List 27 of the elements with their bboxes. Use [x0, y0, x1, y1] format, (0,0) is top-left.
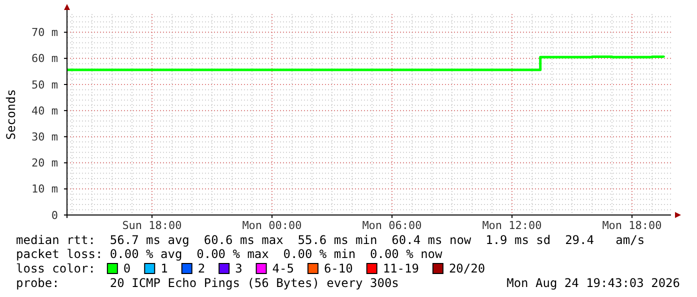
y-tick-label: 30 m: [32, 130, 58, 144]
y-tick-label: 60 m: [32, 52, 58, 66]
x-tick-label: Mon 00:00: [242, 219, 302, 232]
y-axis-title: Seconds: [4, 89, 18, 140]
y-tick-label: 50 m: [32, 78, 58, 92]
x-tick-label: Mon 18:00: [602, 219, 662, 232]
y-tick-label: 70 m: [32, 26, 58, 40]
x-tick-label: Mon 12:00: [482, 219, 542, 232]
legend-label: 2: [198, 262, 206, 276]
x-tick-label: Mon 06:00: [362, 219, 422, 232]
legend-label: 6-10: [324, 262, 353, 276]
legend-label: 11-19: [382, 262, 419, 276]
text: median rtt: 56.7 ms avg 60.6 ms max 55.6 ms min 60.4 ms now 1.9 ms sd 29.4 am/s: [16, 233, 645, 247]
legend-label: 1: [160, 262, 168, 276]
text: probe: 20 ICMP Echo Pings (56 Bytes) every 300s: [16, 276, 399, 290]
y-tick-label: 10 m: [32, 182, 58, 196]
text: Mon Aug 24 19:43:03 2026: [506, 276, 680, 290]
y-tick-label: 0: [51, 208, 58, 222]
y-tick-label: 20 m: [32, 156, 58, 170]
legend-title: loss color:: [16, 262, 96, 276]
legend-label: 4-5: [272, 262, 294, 276]
x-tick-label: Sun 18:00: [122, 219, 182, 232]
legend-label: 20/20: [448, 262, 486, 276]
y-tick-label: 40 m: [32, 104, 58, 118]
legend-label: 3: [235, 262, 242, 276]
text: packet loss: 0.00 % avg 0.00 % max 0.00 % min 0.00 % now: [16, 247, 444, 261]
legend-label: 0: [123, 262, 131, 276]
